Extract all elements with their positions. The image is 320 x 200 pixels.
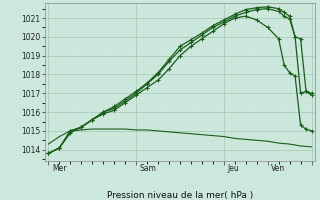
Text: Jeu: Jeu: [228, 164, 239, 173]
Text: Sam: Sam: [140, 164, 157, 173]
Text: Ven: Ven: [271, 164, 285, 173]
Text: Mer: Mer: [52, 164, 67, 173]
Text: Pression niveau de la mer( hPa ): Pression niveau de la mer( hPa ): [107, 191, 253, 200]
